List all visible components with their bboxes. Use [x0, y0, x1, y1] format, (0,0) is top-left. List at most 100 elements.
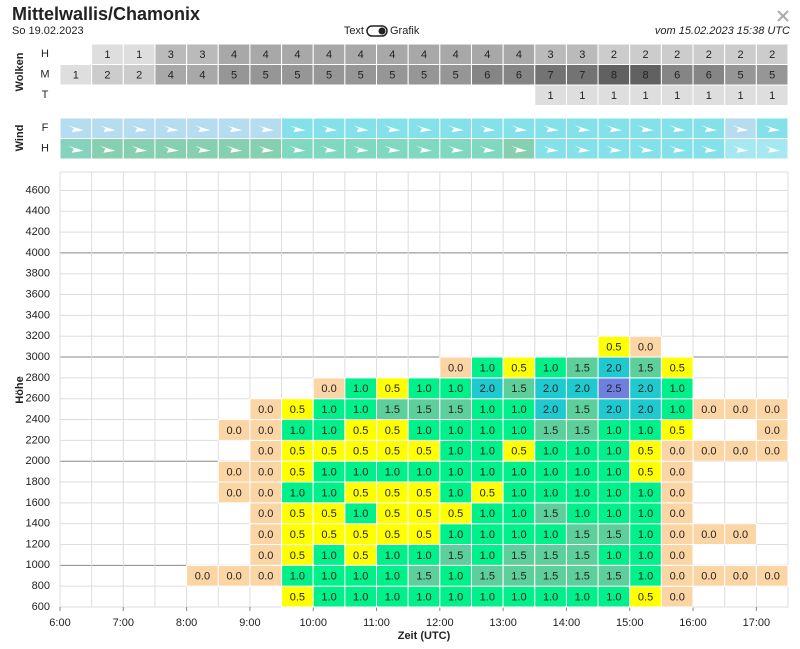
cloud-value: 1 — [706, 90, 712, 102]
cloud-value: 4 — [294, 49, 300, 61]
cell-label: 2.0 — [543, 383, 558, 395]
wind-arrow — [605, 125, 622, 133]
cloud-value: 2 — [104, 70, 110, 82]
cell-label: 0.0 — [226, 487, 241, 499]
cell-label: 1.0 — [511, 425, 526, 437]
cloud-cell — [407, 84, 441, 106]
x-tick-label: 6:00 — [49, 617, 70, 629]
cell-label: 0.0 — [670, 591, 685, 603]
cell-label: 1.0 — [448, 446, 463, 458]
cell-label: 1.0 — [638, 529, 653, 541]
wind-arrow — [542, 145, 559, 153]
cell-label: 1.0 — [511, 487, 526, 499]
x-axis-label: Zeit (UTC) — [398, 630, 451, 642]
cell-label: 0.5 — [385, 529, 400, 541]
cloud-value: 4 — [453, 49, 459, 61]
cell-label: 0.0 — [321, 383, 336, 395]
cell-label: 0.0 — [733, 529, 748, 541]
x-tick-label: 16:00 — [679, 617, 707, 629]
wind-arrow — [764, 125, 781, 133]
cell-label: 1.0 — [321, 425, 336, 437]
y-axis-label: Höhe — [14, 376, 26, 404]
cell-label: 1.0 — [480, 404, 495, 416]
wind-arrow — [384, 125, 401, 133]
cell-label: 1.0 — [543, 467, 558, 479]
cloud-value: 4 — [231, 49, 237, 61]
cloud-cell — [154, 84, 188, 106]
cell-label: 2.0 — [638, 383, 653, 395]
y-tick-label: 4400 — [26, 205, 50, 217]
cloud-value: 2 — [706, 49, 712, 61]
cell-label: 0.5 — [606, 342, 621, 354]
wind-arrow — [194, 145, 211, 153]
cell-label: 0.0 — [670, 550, 685, 562]
y-tick-label: 2600 — [26, 393, 50, 405]
cloud-value: 6 — [484, 70, 490, 82]
cloud-value: 7 — [579, 70, 585, 82]
view-toggle[interactable]: Text Grafik — [344, 25, 420, 37]
cell-label: 0.5 — [353, 446, 368, 458]
row-label: F — [42, 122, 49, 134]
wind-arrow — [131, 145, 148, 153]
wind-arrow — [321, 145, 338, 153]
cell-label: 0.0 — [733, 446, 748, 458]
cell-label: 0.5 — [290, 550, 305, 562]
cloud-cell — [344, 84, 378, 106]
heat-cell — [629, 335, 662, 358]
cell-label: 1.0 — [480, 529, 495, 541]
cell-label: 1.0 — [480, 425, 495, 437]
wind-arrow — [67, 145, 84, 153]
cloud-value: 1 — [611, 90, 617, 102]
cell-label: 0.5 — [321, 529, 336, 541]
wind-arrow — [542, 125, 559, 133]
toggle-label: Text — [344, 25, 364, 37]
cell-label: 0.5 — [290, 529, 305, 541]
wind-arrow — [226, 145, 243, 153]
cloud-value: 8 — [643, 70, 649, 82]
x-tick-label: 13:00 — [489, 617, 517, 629]
x-tick-label: 10:00 — [299, 617, 327, 629]
cell-label: 0.0 — [701, 404, 716, 416]
cell-label: 1.5 — [416, 404, 431, 416]
wind-arrow — [67, 125, 84, 133]
wind-arrow — [637, 145, 654, 153]
y-tick-label: 1600 — [26, 497, 50, 509]
cell-label: 1.5 — [575, 571, 590, 583]
cell-label: 0.5 — [385, 383, 400, 395]
cell-label: 1.0 — [511, 467, 526, 479]
cell-label: 1.0 — [385, 571, 400, 583]
cloud-value: 1 — [136, 49, 142, 61]
x-tick-label: 14:00 — [553, 617, 581, 629]
cell-label: 1.5 — [543, 508, 558, 520]
cell-label: 0.5 — [670, 425, 685, 437]
cell-label: 1.5 — [416, 571, 431, 583]
cell-label: 1.0 — [606, 591, 621, 603]
cell-label: 0.0 — [226, 467, 241, 479]
cloud-value: 6 — [706, 70, 712, 82]
cloud-cell — [470, 84, 504, 106]
cell-label: 0.5 — [290, 467, 305, 479]
cell-label: 0.0 — [701, 571, 716, 583]
cell-label: 0.0 — [765, 446, 780, 458]
cloud-value: 5 — [453, 70, 459, 82]
cell-label: 1.0 — [575, 591, 590, 603]
cell-label: 1.0 — [606, 446, 621, 458]
cloud-value: 5 — [737, 70, 743, 82]
wind-arrow — [226, 125, 243, 133]
cloud-value: 4 — [199, 70, 205, 82]
cell-label: 1.0 — [480, 362, 495, 374]
cell-label: 0.5 — [353, 529, 368, 541]
cell-label: 1.0 — [638, 508, 653, 520]
cloud-value: 1 — [579, 90, 585, 102]
cell-label: 1.0 — [353, 467, 368, 479]
cell-label: 1.0 — [321, 571, 336, 583]
cloud-value: 7 — [548, 70, 554, 82]
cell-label: 1.0 — [448, 383, 463, 395]
cell-label: 1.0 — [511, 529, 526, 541]
cell-label: 1.5 — [385, 404, 400, 416]
cell-label: 0.0 — [765, 571, 780, 583]
cloud-value: 1 — [73, 70, 79, 82]
cloud-value: 4 — [484, 49, 490, 61]
cell-label: 1.0 — [638, 571, 653, 583]
close-button[interactable] — [777, 10, 789, 22]
